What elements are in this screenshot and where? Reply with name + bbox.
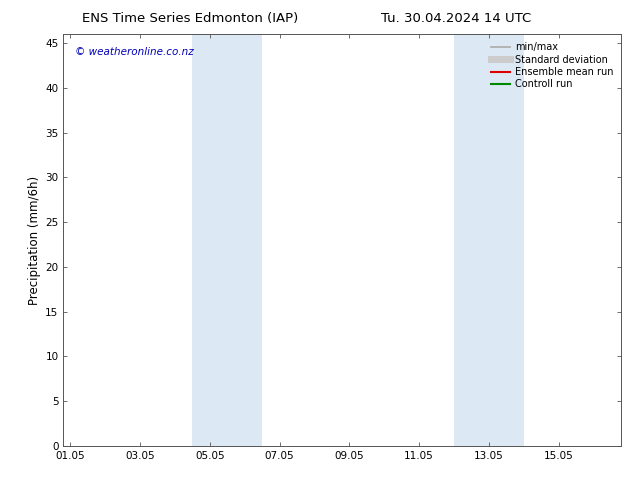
Bar [192,34,262,446]
Y-axis label: Precipitation (mm/6h): Precipitation (mm/6h) [28,175,41,305]
Bar [454,34,524,446]
Text: ENS Time Series Edmonton (IAP): ENS Time Series Edmonton (IAP) [82,12,299,25]
Text: Tu. 30.04.2024 14 UTC: Tu. 30.04.2024 14 UTC [382,12,531,25]
Legend: min/max, Standard deviation, Ensemble mean run, Controll run: min/max, Standard deviation, Ensemble me… [488,39,616,92]
Text: © weatheronline.co.nz: © weatheronline.co.nz [75,47,193,57]
